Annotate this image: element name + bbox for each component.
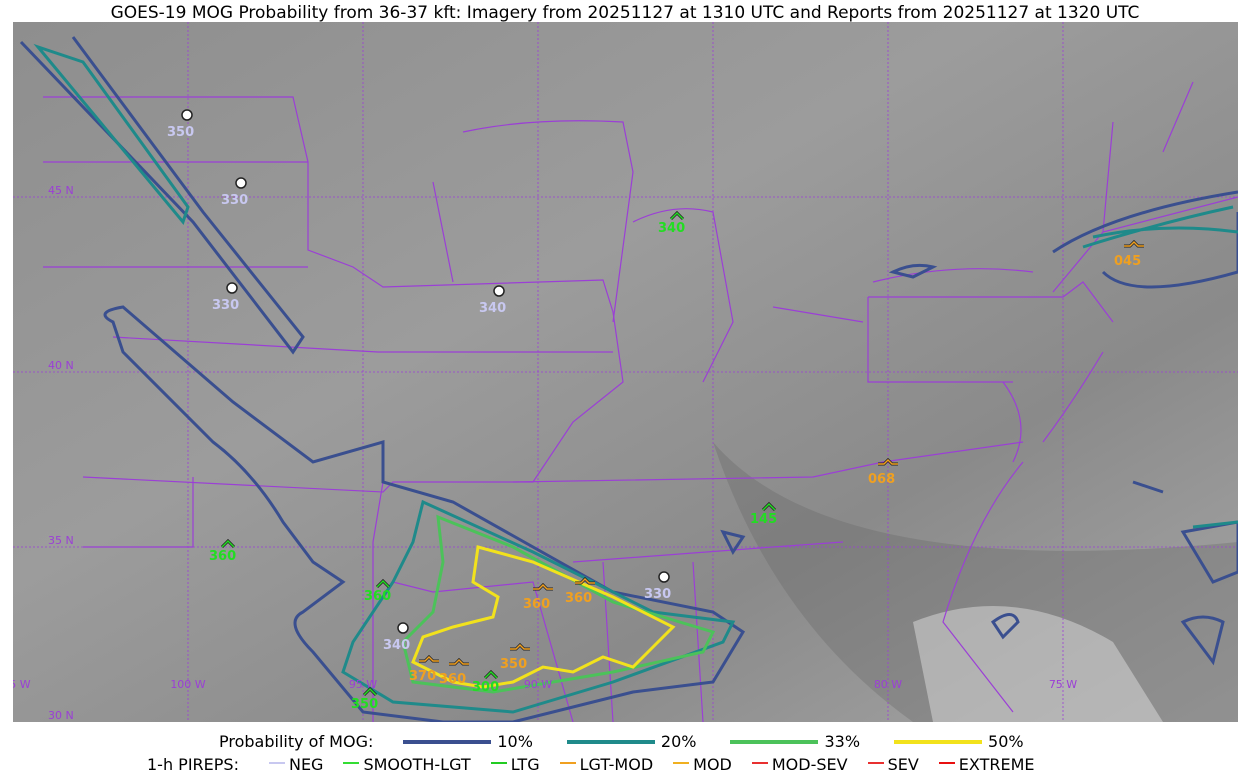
legend-label: 33% [824,732,861,751]
report-icon [235,177,247,189]
contour-10 [19,36,746,722]
report-icon [1124,240,1144,247]
legend-label: NEG [288,755,324,774]
lon-label: 80 W [874,678,902,691]
legend-swatch [894,739,983,744]
lon-label: 90 W [524,678,552,691]
report-label: 360 [523,597,550,612]
report-icon [484,670,498,679]
lat-label: 30 N [48,709,74,722]
legend-swatch [730,739,819,744]
report-label: 145 [750,512,777,527]
legend-swatch [268,762,285,767]
report-label: 370 [409,669,436,684]
contour-50 [411,545,676,689]
report-icon [510,643,530,650]
legend-label: EXTREME [958,755,1035,774]
report-icon [658,571,670,583]
report-label: 330 [212,298,239,313]
legend-title: Probability of MOG: [219,732,374,751]
legend-label: SEV [887,755,919,774]
legend-label: SMOOTH-LGT [363,755,471,774]
legend-swatch [403,739,492,744]
graticule [13,22,1238,722]
report-icon [670,211,684,220]
title: GOES-19 MOG Probability from 36-37 kft: … [110,3,1140,23]
pireps: 350 330 330 340 340 045 068 145 360 360 360 360 330 3… [167,109,1144,712]
report-label: 068 [868,472,895,487]
report-icon [419,655,439,662]
report-label: 360 [565,591,592,606]
lon-label: 75 W [1049,678,1077,691]
legend-swatch [867,762,884,767]
report-icon [397,622,409,634]
contour-20 [33,43,1238,714]
report-label: 350 [500,657,527,672]
report-label: 360 [364,589,391,604]
legend-label: 10% [497,732,533,751]
report-label: 330 [644,587,671,602]
legend-swatch [566,739,655,744]
report-icon [376,579,390,588]
map: 45 N 40 N 35 N 30 N 105 W 100 W 95 W 90 W 80 W 75… [13,22,1238,722]
legend-pireps: 1-h PIREPS: NEG SMOOTH-LGT LTG LGT-MOD MOD MOD… [0,755,1250,774]
report-icon [878,458,898,465]
legend-swatch [490,762,507,767]
lat-label: 35 N [48,534,74,547]
lon-label: 100 W [170,678,205,691]
legend-swatch [343,762,360,767]
legend-swatch [938,762,955,767]
report-label: 360 [439,672,466,687]
lon-label: 95 W [349,678,377,691]
legend-label: 20% [660,732,697,751]
report-icon [449,658,469,665]
cloud [913,606,1163,722]
legend-swatch [673,762,690,767]
report-icon [181,109,193,121]
contour-33 [401,514,716,694]
report-icon [221,539,235,548]
lat-label: 40 N [48,359,74,372]
report-icon [575,577,595,584]
boundaries [43,81,1238,722]
report-label: 360 [209,549,236,564]
legend-label: LTG [510,755,540,774]
report-icon [533,583,553,590]
report-label: 300 [472,680,499,695]
graticule-labels: 45 N 40 N 35 N 30 N 105 W 100 W 95 W 90 W 80 W 75… [13,184,1077,722]
report-icon [226,282,238,294]
legend-swatch [751,762,768,767]
report-icon [493,285,505,297]
legend-probability: Probability of MOG: 10% 20% 33% 50% [0,732,1250,751]
report-label: 350 [167,125,194,140]
report-label: 330 [221,193,248,208]
contours [19,36,1238,722]
legend-label: 50% [988,732,1024,751]
legend-label: LGT-MOD [579,755,654,774]
lat-label: 45 N [48,184,74,197]
lon-label: 105 W [13,678,31,691]
report-label: 350 [351,697,378,712]
contour-10 [720,190,1238,666]
legend-swatch [559,762,576,767]
report-icon [762,502,776,511]
report-label: 340 [479,301,506,316]
report-label: 340 [658,221,685,236]
report-label: 340 [383,638,410,653]
legend-title: 1-h PIREPS: [147,755,239,774]
legend-label: MOD-SEV [771,755,848,774]
report-label: 045 [1114,254,1141,269]
legend-label: MOD [693,755,732,774]
report-icon [363,687,377,696]
